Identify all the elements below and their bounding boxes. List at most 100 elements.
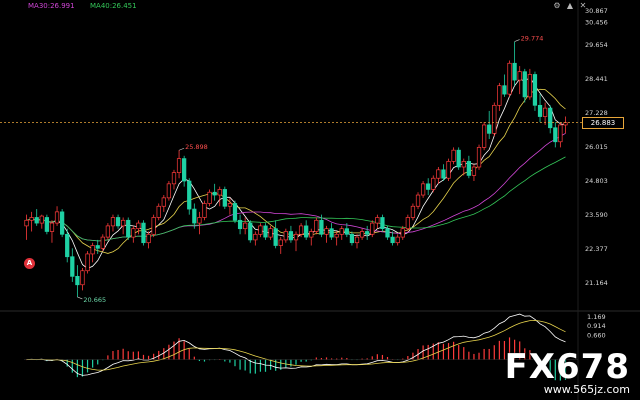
indicator-bar	[229, 359, 231, 363]
candle-body	[527, 74, 532, 98]
candle-body	[166, 183, 172, 199]
candle-body	[420, 183, 426, 196]
price-tick-label: 30.867	[585, 7, 608, 15]
indicator-bar	[453, 341, 455, 360]
candle-body	[329, 228, 334, 238]
indicator-bar	[310, 359, 312, 361]
annotation-label: 29.774	[521, 35, 544, 43]
candle-body	[471, 166, 477, 176]
indicator-bar	[346, 358, 348, 360]
candle-body	[415, 194, 421, 207]
candle-body	[426, 183, 431, 190]
indicator-bar	[112, 351, 114, 360]
candle-body	[141, 222, 146, 244]
candle-body	[161, 197, 166, 207]
candle-body	[156, 205, 161, 218]
arrow-up-icon[interactable]: ▲	[566, 1, 574, 10]
indicator-bar	[559, 359, 561, 381]
candle-body	[314, 219, 319, 232]
candle-body	[334, 233, 339, 238]
candle-body	[232, 203, 238, 221]
indicator-bar	[366, 358, 368, 360]
indicator-bar	[442, 343, 445, 360]
candle-body	[309, 231, 314, 238]
candle-body	[192, 208, 197, 224]
indicator-bar	[173, 341, 175, 360]
candle-body	[461, 161, 466, 168]
indicator-bar	[432, 343, 434, 360]
indicator-bar	[76, 359, 78, 378]
annotation-leader	[77, 296, 83, 300]
indicator-bar	[81, 359, 84, 377]
candle-body	[34, 217, 39, 224]
candle-body	[517, 71, 522, 81]
price-axis: 30.867 30.456 29.654 28.441 27.228 26.015 24.8…	[585, 7, 608, 287]
ma40-line	[26, 156, 566, 242]
price-tick-label: 29.654	[585, 41, 608, 49]
candle-body	[273, 228, 278, 246]
candle-body	[456, 149, 461, 168]
indicator-bar	[564, 359, 567, 380]
gear-icon[interactable]: ⚙	[553, 1, 561, 10]
candle-body	[49, 222, 55, 232]
candle-body	[202, 203, 207, 218]
candle-body	[304, 225, 309, 238]
candle-body	[492, 104, 497, 134]
indicator-bar	[468, 351, 470, 360]
candle-body	[176, 158, 182, 173]
candle-body	[344, 228, 349, 235]
indicator-bar	[371, 356, 373, 360]
close-icon[interactable]: ✕	[579, 1, 587, 10]
indicator-bar	[137, 351, 139, 360]
indicator-bar	[295, 359, 297, 365]
candle-body	[558, 124, 563, 143]
candle-body	[370, 222, 375, 235]
indicator-bar	[117, 349, 119, 360]
candle-body	[395, 236, 400, 244]
candle-body	[507, 62, 512, 95]
indicator-bar	[386, 357, 389, 360]
candle-body	[365, 231, 370, 235]
candle-body	[243, 222, 248, 230]
indicator-bar	[239, 359, 241, 370]
candle-body	[522, 71, 527, 98]
candle-body	[441, 169, 446, 179]
indicator-bar	[224, 359, 226, 362]
candle-body	[537, 104, 543, 117]
indicator-bar	[280, 359, 282, 370]
indicator-bar	[325, 357, 328, 360]
indicator-bar	[132, 351, 134, 360]
candle-body	[146, 233, 151, 244]
indicator-bar	[127, 351, 129, 360]
indicator-bar	[412, 352, 414, 360]
indicator-bar	[264, 359, 267, 372]
candle-body	[512, 62, 517, 81]
indicator-bar	[376, 354, 378, 360]
indicator-bar	[341, 357, 343, 360]
candle-body	[436, 169, 441, 179]
indicator-bar	[107, 355, 109, 360]
indicator-bar	[529, 350, 531, 360]
indicator-bar	[463, 347, 465, 360]
indicator-bar	[422, 345, 424, 360]
indicator-tick-label: 0.660	[587, 332, 606, 340]
indicator-bar	[219, 359, 221, 360]
indicator-bar	[437, 342, 439, 360]
candle-body	[70, 256, 75, 277]
event-marker[interactable]: A	[24, 258, 35, 269]
candle-body	[324, 228, 329, 235]
indicator-bar	[488, 348, 490, 360]
candle-body	[65, 233, 70, 258]
price-tick-label: 27.228	[585, 109, 608, 117]
candle-body	[293, 233, 299, 241]
indicator-bar	[519, 341, 521, 360]
price-tick-label: 23.590	[585, 211, 608, 219]
candle-body	[85, 253, 90, 272]
candle-body	[105, 225, 111, 238]
candle-body	[207, 191, 212, 204]
indicator-bar	[249, 359, 251, 374]
indicator-bar	[203, 359, 206, 362]
candle-body	[354, 236, 360, 244]
indicator-bar	[122, 348, 124, 360]
